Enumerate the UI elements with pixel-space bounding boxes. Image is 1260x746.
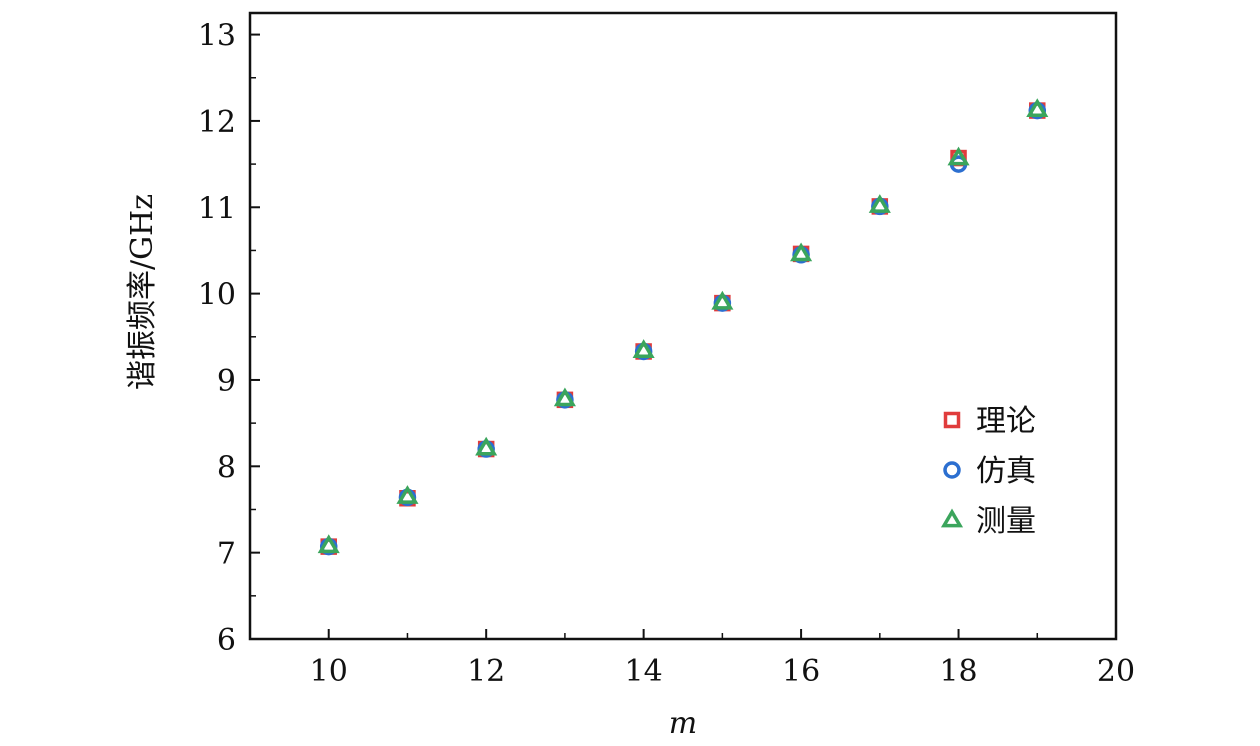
data-point-triangle <box>632 339 655 358</box>
y-tick-label: 6 <box>217 623 236 658</box>
legend-label: 仿真 <box>976 454 1036 489</box>
y-tick-label: 11 <box>198 191 236 226</box>
legend-marker-circle <box>943 461 961 479</box>
plot-frame <box>248 11 1118 641</box>
data-point-triangle <box>1026 98 1049 118</box>
y-tick-label: 7 <box>217 537 236 572</box>
y-tick-label: 10 <box>198 278 236 313</box>
y-tick-label: 8 <box>217 450 236 485</box>
legend-marker-triangle <box>940 508 964 528</box>
y-tick-label: 13 <box>198 19 236 54</box>
x-tick-label: 12 <box>467 654 505 689</box>
data-point-triangle <box>790 242 813 262</box>
y-tick-label: 12 <box>198 105 236 140</box>
legend-label: 测量 <box>976 504 1036 539</box>
x-tick-label: 18 <box>939 654 977 689</box>
data-point-triangle <box>711 290 734 310</box>
y-tick-label: 9 <box>217 364 236 399</box>
x-tick-label: 14 <box>625 654 663 689</box>
data-point-triangle <box>475 436 498 456</box>
data-point-triangle <box>868 194 891 213</box>
x-tick-label: 10 <box>310 654 348 689</box>
y-axis-title: 谐振频率/GHz <box>125 194 160 390</box>
x-axis-title: m <box>669 706 697 741</box>
data-point-triangle <box>396 485 419 504</box>
x-tick-label: 16 <box>782 654 820 689</box>
points-layer <box>317 98 1049 556</box>
ticks-layer <box>249 33 1117 640</box>
x-tick-label: 20 <box>1097 654 1135 689</box>
data-point-triangle <box>947 146 970 166</box>
labels-layer: 10 12 14 16 18 20 6 7 8 9 10 11 12 13 <box>198 19 1135 689</box>
data-point-triangle <box>553 387 576 407</box>
legend-marker-square <box>943 411 961 429</box>
legend-label: 理论 <box>976 404 1036 439</box>
data-point-triangle <box>317 534 340 554</box>
